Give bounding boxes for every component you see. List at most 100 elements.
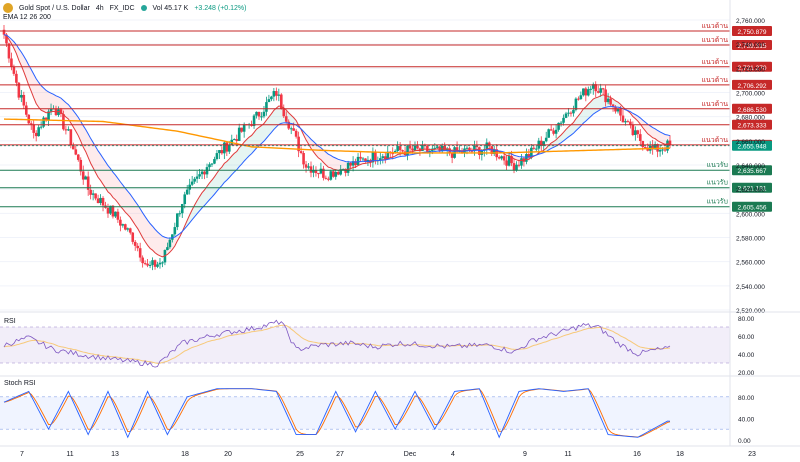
candle[interactable] bbox=[111, 205, 115, 219]
candle[interactable] bbox=[136, 243, 139, 252]
candle[interactable] bbox=[322, 165, 325, 181]
candle[interactable] bbox=[138, 242, 142, 262]
candle[interactable] bbox=[304, 160, 308, 173]
candle[interactable] bbox=[562, 114, 565, 126]
candle[interactable] bbox=[173, 222, 177, 237]
candle[interactable] bbox=[401, 149, 404, 153]
candle[interactable] bbox=[215, 149, 219, 161]
candle[interactable] bbox=[334, 170, 338, 180]
candle[interactable] bbox=[257, 111, 261, 120]
candle[interactable] bbox=[89, 184, 92, 200]
candle[interactable] bbox=[601, 87, 605, 95]
candle[interactable] bbox=[7, 42, 11, 63]
candle[interactable] bbox=[626, 119, 630, 123]
candle[interactable] bbox=[408, 140, 412, 154]
candle[interactable] bbox=[535, 145, 538, 152]
candle[interactable] bbox=[260, 112, 263, 121]
candle[interactable] bbox=[497, 155, 501, 160]
candle[interactable] bbox=[12, 64, 16, 76]
candle[interactable] bbox=[658, 144, 662, 157]
candle[interactable] bbox=[262, 106, 266, 119]
candle[interactable] bbox=[39, 121, 43, 130]
candle[interactable] bbox=[314, 166, 318, 177]
candle[interactable] bbox=[81, 165, 85, 185]
candle[interactable] bbox=[267, 94, 271, 103]
candle[interactable] bbox=[183, 191, 187, 209]
candle[interactable] bbox=[359, 151, 362, 162]
candle[interactable] bbox=[161, 261, 164, 268]
candle[interactable] bbox=[156, 261, 159, 269]
candle[interactable] bbox=[205, 163, 209, 178]
candle[interactable] bbox=[502, 152, 506, 165]
candle[interactable] bbox=[629, 118, 632, 129]
candle[interactable] bbox=[15, 70, 18, 87]
candle[interactable] bbox=[346, 160, 350, 176]
candle[interactable] bbox=[109, 205, 112, 216]
candle[interactable] bbox=[544, 131, 548, 143]
candle[interactable] bbox=[29, 121, 33, 130]
candle[interactable] bbox=[319, 162, 323, 175]
candle[interactable] bbox=[505, 155, 508, 171]
candle[interactable] bbox=[190, 175, 194, 187]
candle[interactable] bbox=[188, 178, 191, 195]
candle[interactable] bbox=[485, 138, 489, 155]
candle[interactable] bbox=[106, 203, 110, 218]
candle[interactable] bbox=[84, 175, 88, 180]
candle[interactable] bbox=[131, 232, 135, 245]
candle[interactable] bbox=[272, 88, 276, 102]
candle[interactable] bbox=[166, 242, 169, 251]
candle[interactable] bbox=[510, 150, 513, 167]
candle[interactable] bbox=[133, 240, 137, 251]
candle[interactable] bbox=[49, 103, 53, 116]
candle[interactable] bbox=[86, 171, 90, 196]
candle[interactable] bbox=[74, 145, 78, 156]
candle[interactable] bbox=[22, 91, 26, 109]
candle[interactable] bbox=[141, 255, 144, 268]
candle[interactable] bbox=[237, 123, 241, 142]
candle[interactable] bbox=[223, 141, 226, 160]
candle[interactable] bbox=[126, 227, 130, 232]
candle[interactable] bbox=[569, 111, 573, 117]
candle[interactable] bbox=[668, 135, 672, 149]
candle[interactable] bbox=[96, 194, 100, 204]
candle[interactable] bbox=[151, 257, 154, 271]
candle[interactable] bbox=[634, 126, 637, 141]
candle[interactable] bbox=[584, 86, 588, 102]
interval[interactable]: 4h bbox=[95, 4, 104, 12]
candle[interactable] bbox=[163, 249, 167, 266]
candle[interactable] bbox=[275, 87, 278, 101]
candle[interactable] bbox=[317, 172, 320, 179]
candle[interactable] bbox=[579, 91, 583, 100]
candle[interactable] bbox=[121, 223, 125, 228]
candle[interactable] bbox=[91, 189, 95, 201]
candle[interactable] bbox=[651, 139, 654, 155]
candle[interactable] bbox=[351, 156, 355, 172]
candle[interactable] bbox=[171, 234, 174, 243]
candle[interactable] bbox=[507, 151, 511, 167]
candle[interactable] bbox=[527, 149, 531, 161]
candle[interactable] bbox=[270, 95, 273, 102]
candle[interactable] bbox=[24, 101, 28, 118]
candle[interactable] bbox=[361, 156, 365, 162]
candle[interactable] bbox=[539, 136, 543, 152]
candle[interactable] bbox=[37, 124, 40, 137]
candle[interactable] bbox=[396, 141, 399, 153]
candle[interactable] bbox=[153, 259, 157, 270]
candle[interactable] bbox=[354, 158, 357, 169]
candle[interactable] bbox=[512, 158, 516, 174]
candle[interactable] bbox=[99, 194, 102, 206]
candle[interactable] bbox=[309, 161, 313, 178]
candle[interactable] bbox=[329, 169, 333, 181]
candle[interactable] bbox=[143, 260, 147, 266]
candle[interactable] bbox=[413, 141, 417, 152]
candle[interactable] bbox=[200, 169, 204, 179]
candle[interactable] bbox=[577, 96, 580, 101]
candle[interactable] bbox=[636, 129, 640, 138]
candle[interactable] bbox=[195, 171, 199, 183]
candle[interactable] bbox=[114, 211, 117, 219]
candle[interactable] bbox=[554, 124, 558, 139]
candle[interactable] bbox=[104, 201, 107, 209]
candle[interactable] bbox=[228, 141, 231, 155]
candle[interactable] bbox=[210, 163, 214, 168]
